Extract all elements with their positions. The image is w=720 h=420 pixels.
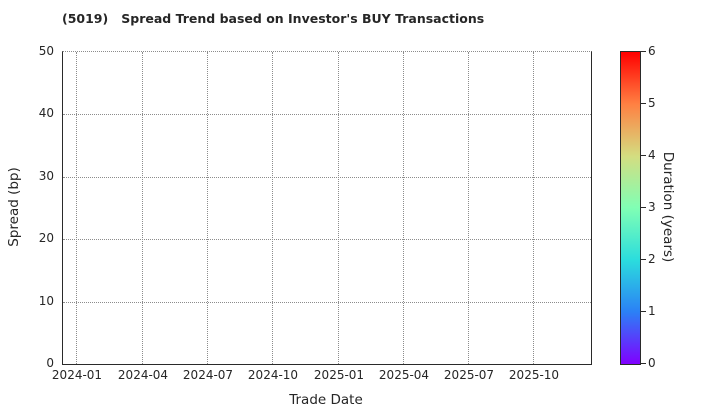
x-tick-label: 2025-04 xyxy=(378,368,430,382)
x-gridline xyxy=(76,52,77,364)
y-tick-label: 40 xyxy=(38,106,54,120)
colorbar-tick xyxy=(641,363,646,364)
colorbar-tick-label: 1 xyxy=(648,304,656,318)
colorbar-tick xyxy=(641,51,646,52)
x-tick-label: 2025-10 xyxy=(508,368,560,382)
x-gridline xyxy=(533,52,534,364)
y-gridline xyxy=(63,239,591,240)
x-gridline xyxy=(403,52,404,364)
y-tick-label: 30 xyxy=(38,169,54,183)
colorbar-tick xyxy=(641,311,646,312)
colorbar-tick-label: 4 xyxy=(648,148,656,162)
colorbar-tick xyxy=(641,259,646,260)
colorbar-tick xyxy=(641,155,646,156)
y-gridline xyxy=(63,114,591,115)
x-gridline xyxy=(272,52,273,364)
x-tick-label: 2024-04 xyxy=(117,368,169,382)
x-tick-label: 2024-10 xyxy=(247,368,299,382)
y-axis-label: Spread (bp) xyxy=(6,167,22,247)
x-gridline xyxy=(468,52,469,364)
colorbar-tick xyxy=(641,207,646,208)
x-gridline xyxy=(142,52,143,364)
y-tick-label: 50 xyxy=(38,44,54,58)
y-gridline xyxy=(63,302,591,303)
y-tick-label: 20 xyxy=(38,231,54,245)
x-gridline xyxy=(338,52,339,364)
colorbar-tick-label: 5 xyxy=(648,96,656,110)
y-tick-label: 10 xyxy=(38,294,54,308)
x-tick-label: 2024-07 xyxy=(182,368,234,382)
plot-area xyxy=(62,51,592,365)
colorbar-gradient xyxy=(620,51,641,365)
colorbar-label: Duration (years) xyxy=(660,151,676,263)
colorbar-tick-label: 2 xyxy=(648,252,656,266)
colorbar-tick-label: 3 xyxy=(648,200,656,214)
colorbar-tick xyxy=(641,103,646,104)
x-tick-label: 2024-01 xyxy=(51,368,103,382)
chart-title: (5019) Spread Trend based on Investor's … xyxy=(62,11,485,26)
y-gridline xyxy=(63,177,591,178)
colorbar-tick-label: 0 xyxy=(648,356,656,370)
x-tick-label: 2025-01 xyxy=(313,368,365,382)
x-tick-label: 2025-07 xyxy=(443,368,495,382)
x-axis-label: Trade Date xyxy=(289,392,363,408)
x-gridline xyxy=(207,52,208,364)
colorbar-tick-label: 6 xyxy=(648,44,656,58)
y-tick-label: 0 xyxy=(46,356,54,370)
